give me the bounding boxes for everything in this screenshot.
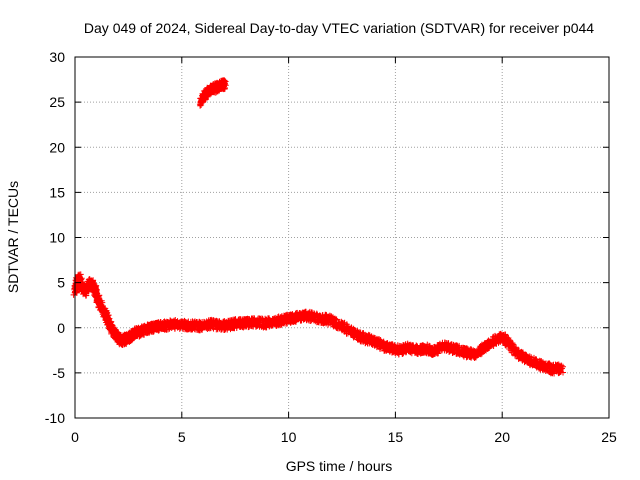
- y-axis-label: SDTVAR / TECUs: [5, 181, 21, 293]
- grid: [75, 57, 609, 418]
- x-axis-label: GPS time / hours: [286, 458, 393, 474]
- x-tick-label: 5: [178, 429, 186, 445]
- y-tick-label: -10: [45, 410, 65, 426]
- x-tick-label: 25: [601, 429, 617, 445]
- y-tick-label: 0: [57, 320, 65, 336]
- x-tick-label: 10: [281, 429, 297, 445]
- y-tick-label: 5: [57, 275, 65, 291]
- y-tick-label: -5: [53, 365, 66, 381]
- y-tick-label: 15: [49, 184, 65, 200]
- y-tick-label: 10: [49, 230, 65, 246]
- chart-title: Day 049 of 2024, Sidereal Day-to-day VTE…: [84, 20, 594, 36]
- data-point-fill: [75, 274, 82, 281]
- x-tick-label: 15: [388, 429, 404, 445]
- x-tick-label: 0: [71, 429, 79, 445]
- data-points: [70, 77, 567, 377]
- y-tick-label: 30: [49, 49, 65, 65]
- x-tick-label: 20: [494, 429, 510, 445]
- data-point-fill: [333, 316, 340, 323]
- data-point-fill: [245, 324, 252, 331]
- y-tick-label: 20: [49, 139, 65, 155]
- y-tick-label: 25: [49, 94, 65, 110]
- series-main-track: [70, 271, 567, 377]
